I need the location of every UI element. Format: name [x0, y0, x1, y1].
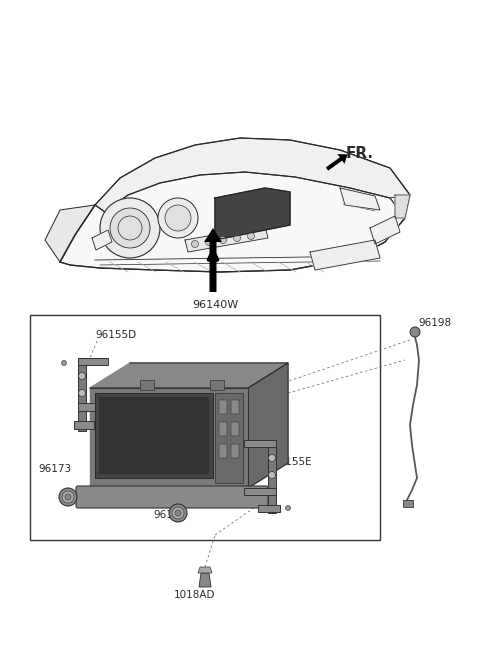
Circle shape — [79, 390, 85, 396]
Bar — [258, 505, 280, 512]
Text: 96173: 96173 — [38, 464, 72, 474]
Circle shape — [248, 232, 254, 239]
Text: 96198: 96198 — [418, 318, 451, 328]
Bar — [95, 393, 213, 478]
Bar — [78, 411, 86, 431]
Polygon shape — [95, 138, 410, 212]
Circle shape — [165, 205, 191, 231]
Circle shape — [175, 510, 181, 516]
Bar — [244, 440, 276, 447]
FancyBboxPatch shape — [76, 486, 268, 508]
Circle shape — [59, 488, 77, 506]
Circle shape — [219, 237, 227, 243]
Bar — [210, 380, 224, 390]
Text: 1018AD: 1018AD — [174, 590, 216, 600]
Text: 96155E: 96155E — [272, 457, 312, 467]
Polygon shape — [310, 240, 380, 270]
Circle shape — [268, 455, 276, 462]
Text: 96173: 96173 — [154, 510, 187, 520]
Bar — [219, 444, 227, 458]
Bar — [140, 380, 154, 390]
Polygon shape — [215, 188, 290, 240]
FancyArrow shape — [326, 154, 348, 171]
Circle shape — [169, 504, 187, 522]
Bar — [231, 444, 239, 458]
Polygon shape — [395, 195, 410, 218]
Bar — [30, 315, 380, 540]
Text: 96140W: 96140W — [192, 300, 238, 310]
Circle shape — [79, 373, 85, 380]
Bar — [219, 400, 227, 414]
Bar — [78, 403, 108, 411]
Circle shape — [192, 241, 199, 247]
Polygon shape — [90, 363, 288, 388]
Polygon shape — [60, 172, 405, 272]
Polygon shape — [198, 567, 212, 573]
Polygon shape — [370, 216, 400, 244]
Circle shape — [62, 491, 74, 503]
Circle shape — [172, 507, 184, 519]
Circle shape — [233, 234, 240, 241]
Circle shape — [100, 198, 160, 258]
Polygon shape — [90, 388, 248, 488]
Polygon shape — [185, 226, 268, 252]
Bar — [244, 488, 276, 495]
Bar — [231, 422, 239, 436]
Bar — [99, 397, 209, 474]
Polygon shape — [45, 205, 95, 262]
Bar — [74, 421, 94, 429]
Bar — [268, 440, 276, 505]
Circle shape — [410, 327, 420, 337]
Text: FR.: FR. — [346, 146, 374, 161]
Bar — [219, 422, 227, 436]
Text: 96155D: 96155D — [95, 330, 136, 340]
Circle shape — [268, 472, 276, 478]
Bar — [78, 358, 86, 413]
Circle shape — [110, 208, 150, 248]
Bar — [403, 500, 413, 507]
Bar — [78, 358, 108, 365]
Circle shape — [205, 239, 213, 245]
Polygon shape — [92, 230, 112, 250]
Circle shape — [65, 494, 71, 500]
FancyArrow shape — [204, 228, 222, 292]
Bar — [268, 495, 276, 513]
Polygon shape — [340, 188, 380, 210]
Polygon shape — [248, 363, 288, 488]
Circle shape — [286, 506, 290, 510]
Bar — [231, 400, 239, 414]
Circle shape — [61, 361, 67, 365]
Circle shape — [158, 198, 198, 238]
Bar — [215, 393, 243, 483]
Polygon shape — [199, 573, 211, 587]
